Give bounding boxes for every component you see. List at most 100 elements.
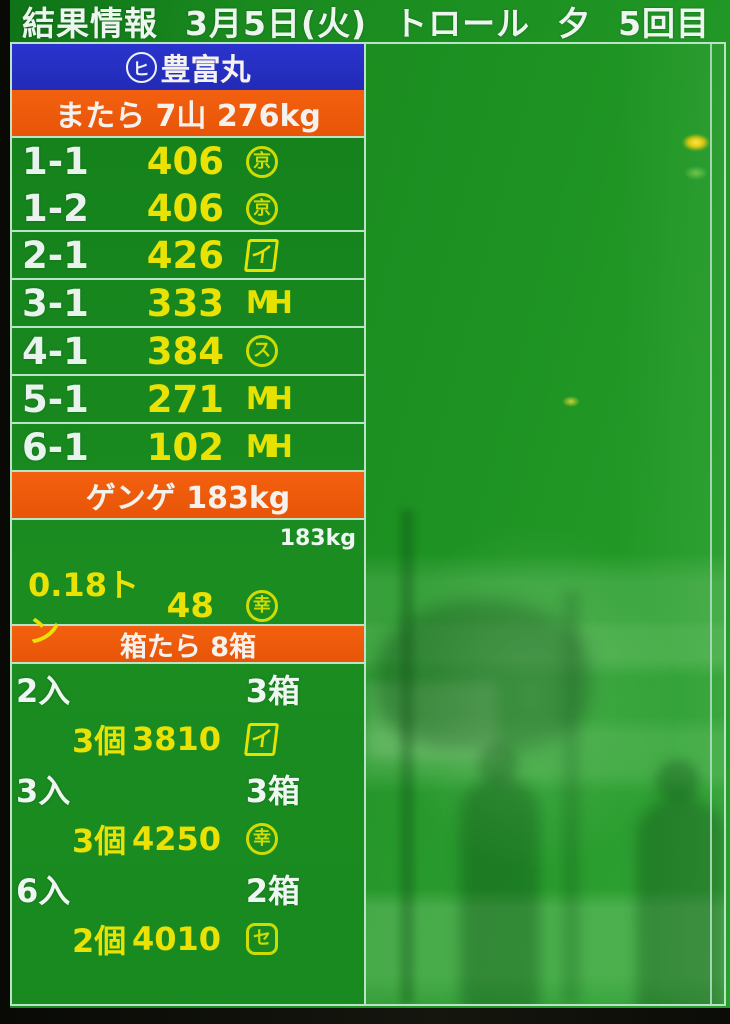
buyer-mark-slot: 京 [246, 192, 278, 225]
lot-number: 1-1 [22, 140, 89, 183]
table-row: 3個 4250 幸 [12, 814, 364, 864]
fishing-method: トロール [394, 4, 531, 43]
hakotara-section-header: 箱たら 8箱 [12, 624, 364, 664]
pack-size: 2入 [16, 672, 71, 710]
lot-price: 406 [146, 187, 224, 230]
lot-number: 2-1 [22, 233, 89, 277]
buyer-mark-mh: MH [246, 285, 293, 321]
lot-price: 406 [146, 140, 224, 183]
person-silhouette-reflection [478, 744, 518, 784]
box-price: 4250 [132, 820, 222, 858]
pack-size: 3入 [16, 772, 71, 810]
table-row: 1-1 406 京 [12, 138, 364, 185]
buyer-mark-slot: 幸 [246, 823, 278, 855]
box-count: 3箱 [245, 672, 300, 710]
buyer-mark-mh: MH [246, 429, 293, 465]
buyer-mark-slot: 幸 [246, 590, 278, 622]
hakotara-section-title: 箱たら 8箱 [119, 631, 257, 663]
table-row: 1-2 406 京 [12, 185, 364, 232]
lot-number: 1-2 [22, 187, 89, 230]
buyer-mark-slot: セ [246, 923, 278, 955]
matara-section-title: またら 7山 276kg [55, 99, 321, 134]
window-frame-reflection [562, 592, 580, 1004]
table-row: 2入 3箱 [12, 664, 364, 714]
sold-count: 2個 [72, 922, 127, 960]
lot-number: 5-1 [22, 377, 89, 421]
matara-cell-4: 4-1 384 ス [12, 326, 364, 374]
matara-cell-2: 2-1 426 イ [12, 230, 364, 278]
buyer-mark-slot: イ [243, 238, 280, 272]
box-count: 3箱 [245, 772, 300, 810]
ceiling-light-reflection [682, 134, 710, 151]
matara-cell-6: 6-1 102 MH [12, 422, 364, 470]
window-frame-reflection [400, 510, 414, 1004]
vessel-prefix-mark: ヒ [125, 51, 157, 83]
table-row: 3-1 333 MH [12, 280, 364, 326]
table-row: 4-1 384 ス [12, 328, 364, 374]
table-row: 0.18トン 48 幸 [12, 560, 364, 652]
table-row: 3入 3箱 [12, 764, 364, 814]
genge-section-body: 183kg 0.18トン 48 幸 [12, 520, 364, 650]
hakotara-section-body: 2入 3箱 3個 3810 イ 3入 3箱 3個 4250 [12, 664, 364, 964]
auction-date: 3月5日(火) [185, 4, 368, 43]
lot-number: 4-1 [22, 329, 89, 373]
genge-section-header: ゲンゲ 183kg [12, 470, 364, 520]
buyer-mark-square-i: イ [243, 722, 280, 756]
green-display: 結果情報 3月5日(火) トロール 夕 5回目 ヒ 豊富丸 またら 7山 276… [10, 0, 730, 1008]
buyer-mark-slot: 京 [246, 145, 278, 178]
ceiling-light-reflection [684, 166, 708, 180]
lot-price: 426 [146, 233, 224, 277]
vessel-results-panel: ヒ 豊富丸 またら 7山 276kg 1-1 406 京 1-2 406 [12, 44, 366, 1004]
buyer-mark-slot: MH [246, 429, 297, 465]
grid-divider-line [710, 44, 712, 1004]
sold-count: 3個 [72, 822, 127, 860]
box-price: 4010 [132, 920, 222, 958]
buyer-mark-circle-su: ス [246, 335, 278, 367]
table-row: 2-1 426 イ [12, 232, 364, 278]
buyer-mark-mh: MH [246, 381, 293, 417]
person-silhouette-reflection [636, 796, 724, 1004]
lot-number: 3-1 [22, 281, 89, 325]
lot-number: 6-1 [22, 425, 89, 469]
buyer-mark-circle-kyo: 京 [246, 192, 278, 225]
sold-count: 3個 [72, 722, 127, 760]
matara-section-header: またら 7山 276kg [12, 90, 364, 136]
lot-price: 271 [146, 377, 224, 421]
table-row: 3個 3810 イ [12, 714, 364, 764]
buyer-mark-slot: MH [246, 285, 297, 321]
buyer-mark-square-i: イ [243, 238, 280, 272]
lot-price: 333 [146, 281, 224, 325]
ceiling-light-reflection [562, 396, 580, 407]
buyer-mark-circle-sachi: 幸 [246, 590, 278, 622]
matara-cell-5: 5-1 271 MH [12, 374, 364, 422]
person-silhouette-reflection [460, 776, 540, 1004]
table-row: 5-1 271 MH [12, 376, 364, 422]
genge-quantity: 0.18トン [28, 566, 139, 650]
buyer-mark-slot: MH [246, 381, 297, 417]
vessel-name: 豊富丸 [160, 53, 251, 88]
results-board: ヒ 豊富丸 またら 7山 276kg 1-1 406 京 1-2 406 [10, 42, 726, 1006]
matara-cell-3: 3-1 333 MH [12, 278, 364, 326]
vessel-header: ヒ 豊富丸 [12, 44, 364, 90]
buyer-mark-slot: イ [243, 722, 280, 756]
genge-weight-note: 183kg [279, 526, 356, 551]
window-reflection [366, 680, 498, 760]
box-count: 2箱 [245, 872, 300, 910]
session-label: 夕 [557, 4, 592, 43]
lot-price: 384 [146, 329, 224, 373]
page-title-bar: 結果情報 3月5日(火) トロール 夕 5回目 [10, 0, 730, 43]
matara-cell-1: 1-1 406 京 1-2 406 京 [12, 136, 364, 230]
table-row: 6入 2箱 [12, 864, 364, 914]
buyer-mark-circle-sachi: 幸 [246, 823, 278, 855]
buyer-mark-circle-kyo: 京 [246, 145, 278, 178]
buyer-mark-circle-se: セ [246, 923, 278, 955]
page-title: 結果情報 [22, 4, 158, 43]
round-label: 5回目 [618, 4, 711, 43]
lot-price: 102 [146, 425, 224, 469]
empty-results-column [366, 44, 724, 1004]
person-silhouette-reflection [656, 760, 700, 802]
box-price: 3810 [132, 720, 222, 758]
table-row: 2個 4010 セ [12, 914, 364, 964]
genge-price: 48 [166, 586, 214, 626]
